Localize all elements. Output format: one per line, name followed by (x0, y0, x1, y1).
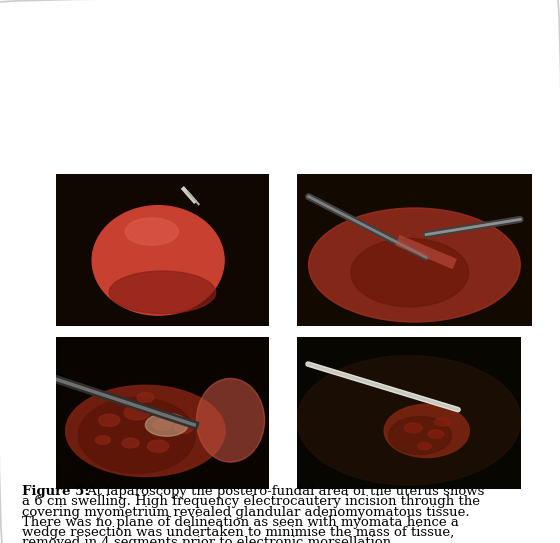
Ellipse shape (174, 422, 193, 433)
Text: Figure 5:: Figure 5: (22, 485, 90, 498)
Ellipse shape (78, 397, 195, 473)
Ellipse shape (404, 423, 422, 433)
Ellipse shape (309, 208, 520, 322)
Text: There was no plane of delineation as seen with myomata hence a: There was no plane of delineation as see… (22, 516, 459, 529)
Text: At laparoscopy the postero-fundal area of the uterus shows: At laparoscopy the postero-fundal area o… (83, 485, 484, 498)
Ellipse shape (92, 206, 224, 315)
Ellipse shape (418, 443, 431, 450)
Text: a 6 cm swelling. High frequency electrocautery incision through the: a 6 cm swelling. High frequency electroc… (22, 495, 480, 508)
Ellipse shape (125, 218, 178, 245)
Text: covering myometrium revealed glandular adenomyomatous tissue.: covering myometrium revealed glandular a… (22, 506, 470, 519)
Ellipse shape (124, 406, 150, 420)
Ellipse shape (99, 414, 120, 426)
Ellipse shape (428, 430, 444, 438)
Ellipse shape (66, 386, 225, 477)
Ellipse shape (351, 238, 469, 307)
Ellipse shape (95, 436, 110, 444)
Ellipse shape (122, 438, 139, 448)
Ellipse shape (109, 271, 216, 314)
Ellipse shape (297, 356, 521, 485)
Ellipse shape (389, 416, 451, 454)
Ellipse shape (137, 393, 154, 402)
Ellipse shape (384, 405, 469, 458)
Text: removed in 4 segments prior to electronic morsellation.: removed in 4 segments prior to electroni… (22, 536, 396, 543)
Ellipse shape (147, 440, 169, 452)
Text: wedge resection was undertaken to minimise the mass of tissue,: wedge resection was undertaken to minimi… (22, 526, 455, 539)
Ellipse shape (435, 418, 450, 426)
Ellipse shape (197, 378, 264, 462)
Ellipse shape (153, 419, 172, 430)
Ellipse shape (146, 413, 188, 436)
